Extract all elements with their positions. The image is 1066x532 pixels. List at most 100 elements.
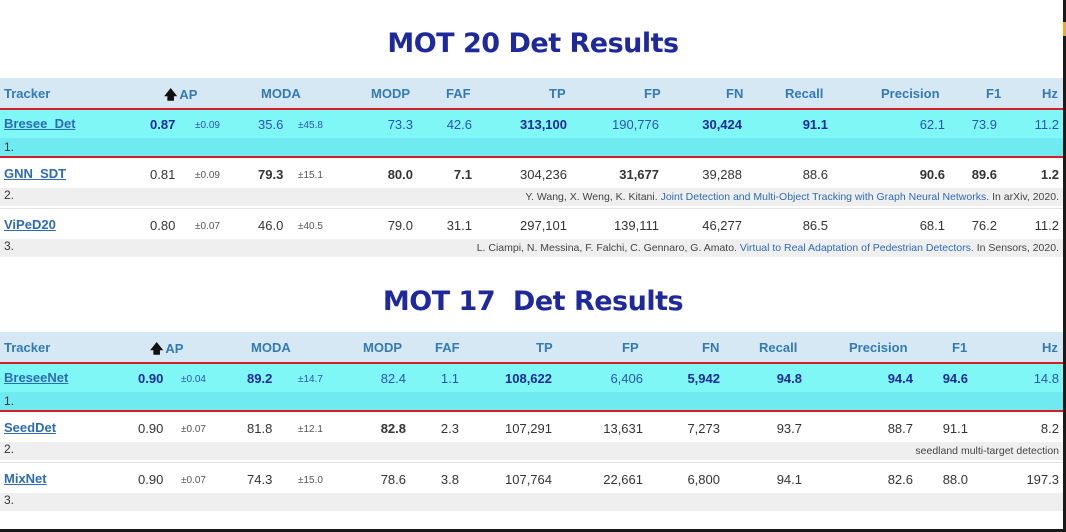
citation-bar: L. Ciampi, N. Messina, F. Falchi, C. Gen… bbox=[0, 239, 1063, 257]
recall-value: 93.7 bbox=[776, 421, 802, 436]
col-ap-label: AP bbox=[179, 87, 198, 102]
citation-authors: Y. Wang, X. Weng, K. Kitani. bbox=[525, 191, 658, 203]
modp-value: 78.6 bbox=[380, 472, 406, 487]
row-subline bbox=[0, 392, 1063, 410]
modp-value: 79.0 bbox=[387, 218, 413, 233]
fp-value: 6,406 bbox=[610, 371, 643, 386]
rank: 1. bbox=[4, 394, 15, 408]
mot17-title: MOT 17 Det Results bbox=[382, 286, 684, 317]
sort-up-icon: 🡅 bbox=[164, 87, 178, 102]
moda-value: 35.6 bbox=[258, 117, 284, 132]
moda-sd: ±15.1 bbox=[298, 170, 323, 181]
window-border-bottom bbox=[0, 529, 1066, 532]
col-ap[interactable]: 🡅 AP bbox=[164, 86, 197, 108]
precision-value: 82.6 bbox=[887, 472, 913, 487]
tracker-link[interactable]: SeedDet bbox=[4, 420, 57, 435]
col-moda[interactable]: MODA bbox=[261, 86, 301, 101]
col-tracker[interactable]: Tracker bbox=[4, 340, 51, 355]
paper-link[interactable]: Virtual to Real Adaptation of Pedestrian… bbox=[739, 242, 974, 254]
ap-value: 0.87 bbox=[150, 117, 176, 132]
fn-value: 5,942 bbox=[687, 371, 720, 386]
fn-value: 46,277 bbox=[702, 218, 742, 233]
fp-value: 190,776 bbox=[612, 117, 659, 132]
fn-value: 6,800 bbox=[687, 472, 720, 487]
col-faf[interactable]: FAF bbox=[446, 86, 471, 101]
f1-value: 76.2 bbox=[971, 218, 997, 233]
precision-value: 62.1 bbox=[919, 117, 945, 132]
fn-value: 39,288 bbox=[702, 167, 742, 182]
col-tp[interactable]: TP bbox=[549, 86, 566, 101]
ap-value: 0.80 bbox=[150, 218, 176, 233]
col-recall[interactable]: Recall bbox=[785, 86, 824, 101]
tracker-link[interactable]: MixNet bbox=[4, 471, 47, 486]
tp-value: 313,100 bbox=[520, 117, 567, 132]
rank: 3. bbox=[4, 239, 15, 253]
precision-value: 90.6 bbox=[919, 167, 945, 182]
recall-value: 94.1 bbox=[776, 472, 802, 487]
modp-value: 80.0 bbox=[387, 167, 413, 182]
tracker-link[interactable]: ViPeD20 bbox=[4, 217, 56, 232]
col-tracker[interactable]: Tracker bbox=[4, 86, 51, 101]
tp-value: 108,622 bbox=[505, 371, 552, 386]
fn-value: 7,273 bbox=[687, 421, 720, 436]
tracker-link[interactable]: Bresee_Det bbox=[4, 116, 76, 131]
col-faf[interactable]: FAF bbox=[435, 340, 460, 355]
citation-venue: In Sensors, 2020. bbox=[976, 242, 1059, 254]
fp-value: 22,661 bbox=[603, 472, 643, 487]
citation-bar: seedland multi-target detection bbox=[0, 442, 1063, 460]
tp-value: 297,101 bbox=[520, 218, 567, 233]
hz-value: 11.2 bbox=[1034, 117, 1059, 132]
paper-link[interactable]: Joint Detection and Multi-Object Trackin… bbox=[660, 191, 990, 203]
faf-value: 3.8 bbox=[440, 472, 459, 487]
hz-value: 14.8 bbox=[1033, 371, 1059, 386]
col-fp[interactable]: FP bbox=[644, 86, 661, 101]
moda-sd: ±45.8 bbox=[298, 120, 323, 131]
col-modp[interactable]: MODP bbox=[371, 86, 410, 101]
col-hz[interactable]: Hz bbox=[1042, 340, 1058, 355]
precision-value: 68.1 bbox=[919, 218, 945, 233]
row-subline bbox=[0, 493, 1063, 511]
tracker-link[interactable]: BreseeNet bbox=[4, 370, 69, 385]
window-border-right bbox=[1063, 0, 1066, 532]
col-fn[interactable]: FN bbox=[726, 86, 744, 101]
col-f1[interactable]: F1 bbox=[986, 86, 1002, 101]
table-header: Tracker 🡅 AP MODA MODP FAF TP FP FN Recal… bbox=[0, 332, 1063, 362]
col-f1[interactable]: F1 bbox=[952, 340, 968, 355]
f1-value: 94.6 bbox=[942, 371, 968, 386]
modp-value: 73.3 bbox=[387, 117, 413, 132]
col-moda[interactable]: MODA bbox=[251, 340, 291, 355]
mot17-results-table: Tracker 🡅 AP MODA MODP FAF TP FP FN Recal… bbox=[0, 332, 1063, 513]
rank: 2. bbox=[4, 442, 15, 456]
tp-value: 304,236 bbox=[520, 167, 567, 182]
col-fn[interactable]: FN bbox=[702, 340, 720, 355]
sort-up-icon: 🡅 bbox=[150, 341, 164, 356]
citation: L. Ciampi, N. Messina, F. Falchi, C. Gen… bbox=[477, 242, 1059, 254]
moda-value: 46.0 bbox=[258, 218, 284, 233]
moda-sd: ±40.5 bbox=[298, 221, 323, 232]
moda-sd: ±15.0 bbox=[298, 475, 323, 486]
moda-value: 89.2 bbox=[247, 371, 273, 386]
row-subline bbox=[0, 138, 1063, 156]
col-tp[interactable]: TP bbox=[536, 340, 553, 355]
col-ap[interactable]: 🡅 AP bbox=[150, 340, 183, 362]
table-row: Y. Wang, X. Weng, K. Kitani. Joint Detec… bbox=[0, 158, 1063, 209]
f1-value: 89.6 bbox=[971, 167, 997, 182]
col-fp[interactable]: FP bbox=[622, 340, 639, 355]
precision-value: 88.7 bbox=[887, 421, 913, 436]
faf-value: 31.1 bbox=[446, 218, 472, 233]
col-precision[interactable]: Precision bbox=[881, 86, 940, 101]
hz-value: 8.2 bbox=[1040, 421, 1059, 436]
moda-value: 74.3 bbox=[247, 472, 273, 487]
tracker-link[interactable]: GNN_SDT bbox=[4, 166, 67, 181]
tp-value: 107,291 bbox=[505, 421, 552, 436]
col-precision[interactable]: Precision bbox=[849, 340, 908, 355]
ap-value: 0.90 bbox=[138, 371, 164, 386]
fp-value: 13,631 bbox=[603, 421, 643, 436]
col-recall[interactable]: Recall bbox=[759, 340, 798, 355]
ap-sd: ±0.04 bbox=[181, 374, 206, 385]
ap-sd: ±0.09 bbox=[195, 120, 220, 131]
fp-value: 31,677 bbox=[619, 167, 659, 182]
mot20-title: MOT 20 Det Results bbox=[387, 28, 679, 59]
col-hz[interactable]: Hz bbox=[1042, 86, 1058, 101]
col-modp[interactable]: MODP bbox=[363, 340, 402, 355]
